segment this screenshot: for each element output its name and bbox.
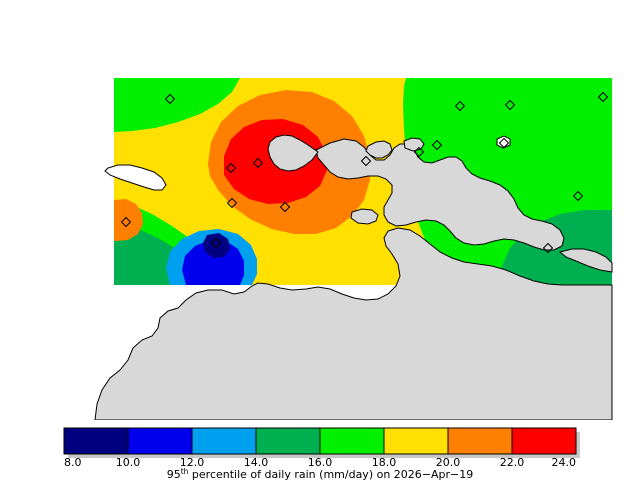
station-marker[interactable] — [120, 216, 132, 228]
colorbar-svg: 8.0 10.0 12.0 14.0 16.0 18.0 20.0 22.0 2… — [63, 427, 580, 481]
island-sandbar-west — [104, 164, 167, 191]
colorbar-tick-label: 24.0 — [552, 456, 577, 469]
colorbar-panel: 8.0 10.0 12.0 14.0 16.0 18.0 20.0 22.0 2… — [0, 420, 640, 481]
contour-field — [114, 78, 612, 285]
station-marker[interactable] — [252, 157, 264, 169]
colorbar-tick-label: 18.0 — [372, 456, 397, 469]
map-svg — [94, 78, 613, 421]
contour-band-16-18-northwest — [114, 78, 240, 132]
colorbar-bands — [63, 427, 577, 455]
land-fjord-inlet — [365, 140, 393, 159]
colorbar-caption: 95th percentile of daily rain (mm/day) o… — [167, 467, 474, 480]
colorbar-band-12-14[interactable] — [191, 427, 257, 455]
colorbar-tick-label: 22.0 — [500, 456, 525, 469]
land-west-headland — [267, 134, 319, 172]
station-marker[interactable] — [572, 190, 584, 202]
colorbar-band-20-22[interactable] — [447, 427, 513, 455]
land-southeast-strip — [558, 248, 613, 273]
station-marker[interactable] — [454, 100, 466, 112]
station-marker[interactable] — [164, 93, 176, 105]
colorbar-band-14-16[interactable] — [255, 427, 321, 455]
colorbar-tick-label: 12.0 — [180, 456, 205, 469]
station-marker-layer — [120, 91, 609, 254]
colorbar-tick-label: 14.0 — [244, 456, 269, 469]
station-marker[interactable] — [413, 146, 425, 158]
station-marker[interactable] — [597, 91, 609, 103]
colorbar-tick-label: 8.0 — [64, 456, 82, 469]
station-marker[interactable] — [226, 197, 238, 209]
colorbar-caption-prefix: 95 — [167, 468, 181, 480]
colorbar-caption-rest: percentile of daily rain (mm/day) on 202… — [188, 468, 473, 480]
station-marker[interactable] — [210, 237, 222, 249]
station-marker[interactable] — [279, 201, 291, 213]
map-panel — [94, 78, 613, 421]
colorbar-tick-label: 10.0 — [116, 456, 141, 469]
colorbar-band-18-20[interactable] — [383, 427, 449, 455]
colorbar-tick-labels: 8.0 10.0 12.0 14.0 16.0 18.0 20.0 22.0 2… — [64, 456, 576, 469]
land-main-south — [94, 227, 613, 421]
station-marker[interactable] — [431, 139, 443, 151]
island-central-small — [350, 208, 379, 225]
colorbar-band-16-18[interactable] — [319, 427, 385, 455]
land-layer — [94, 134, 613, 421]
station-marker[interactable] — [542, 242, 554, 254]
colorbar-tick-label: 16.0 — [308, 456, 333, 469]
contour-band-10-12-southwest — [182, 240, 244, 285]
station-marker[interactable] — [225, 162, 237, 174]
colorbar-band-22-24[interactable] — [511, 427, 577, 455]
colorbar-caption-superscript: th — [181, 467, 189, 476]
station-marker[interactable] — [498, 137, 510, 149]
station-marker[interactable] — [504, 99, 516, 111]
colorbar-tick-label: 20.0 — [436, 456, 461, 469]
contour-band-8-10-core — [203, 233, 230, 258]
station-marker[interactable] — [360, 155, 372, 167]
colorbar-band-8-10[interactable] — [63, 427, 129, 455]
colorbar-band-10-12[interactable] — [127, 427, 193, 455]
